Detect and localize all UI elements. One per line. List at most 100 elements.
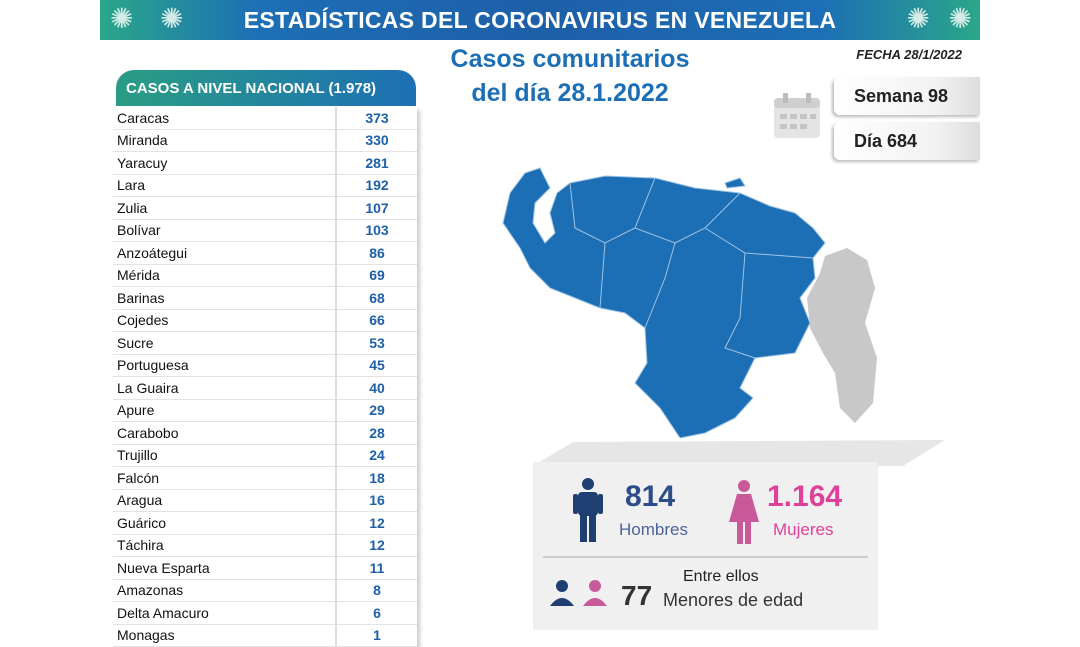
table-row: Anzoátegui 86 [113,241,417,265]
state-name: Monagas [113,624,337,647]
venezuela-map [502,167,877,439]
calendar-icon [774,93,820,138]
venezuela-states [502,167,826,439]
banner: ✺ ✺ ESTADÍSTICAS DEL CORONAVIRUS EN VENE… [100,0,980,40]
state-cases: 330 [336,129,417,152]
table-row: Aragua 16 [113,489,417,512]
state-name: Táchira [113,534,337,557]
state-cases: 40 [336,376,417,400]
state-name: Nueva Esparta [113,556,337,580]
state-name: Anzoátegui [113,241,337,265]
men-count: 814 [625,480,676,513]
subtitle-line1: Casos comunitarios [450,45,690,73]
esequibo-region [807,248,877,423]
table-row: Carabobo 28 [113,421,417,445]
state-name: Delta Amacuro [113,601,337,625]
state-name: Sucre [113,331,337,355]
table-row: Miranda 330 [113,129,417,152]
subtitle-line2: del día 28.1.2022 [471,79,669,107]
date-label: FECHA 28/1/2022 [856,47,962,62]
state-name: Zulia [113,196,337,220]
divider [543,556,868,558]
table-row: Zulia 107 [113,196,417,220]
state-cases: 281 [336,151,417,175]
state-name: Portuguesa [113,354,337,377]
table-row: Portuguesa 45 [113,354,417,377]
state-name: Guárico [113,511,337,535]
state-name: Apure [113,399,337,422]
state-cases: 53 [336,331,417,355]
state-name: Amazonas [113,579,337,602]
state-cases: 1 [336,624,417,647]
state-cases: 45 [336,354,417,377]
state-cases: 16 [336,489,417,512]
table-row: Sucre 53 [113,331,417,355]
minors-count: 77 [621,580,653,611]
week-badge: Semana 98 [834,77,980,115]
state-cases: 8 [336,579,417,602]
virus-icon: ✺ [160,3,184,34]
state-name: Yaracuy [113,151,337,175]
state-cases: 12 [336,511,417,535]
table-row: Amazonas 8 [113,579,417,602]
stats-panel: 814 Hombres 1.164 Mujeres Entre ellos 77… [533,462,878,630]
state-cases: 29 [336,399,417,422]
table-row: Falcón 18 [113,466,417,490]
day-badge: Día 684 [834,122,980,160]
table-row: Delta Amacuro 6 [113,601,417,625]
state-name: Lara [113,174,337,197]
cases-table: Caracas 373 Miranda 330 Yaracuy 281 Lara 192 Zul… [113,107,417,647]
minors-icon [550,580,607,606]
subtitle: Casos comunitarios del día 28.1.2022 [430,42,710,110]
table-row: Táchira 12 [113,534,417,557]
table-row: Guárico 12 [113,511,417,535]
state-cases: 86 [336,241,417,265]
state-name: Bolívar [113,219,337,242]
banner-title: ESTADÍSTICAS DEL CORONAVIRUS EN VENEZUEL… [243,6,837,33]
state-cases: 68 [336,286,417,310]
stats-top-shading [533,440,945,466]
virus-icon: ✺ [906,3,930,34]
state-cases: 103 [336,219,417,242]
state-cases: 18 [336,466,417,490]
state-name: Trujillo [113,444,337,467]
table-row: Lara 192 [113,174,417,197]
state-cases: 24 [336,444,417,467]
state-name: Mérida [113,264,337,287]
woman-icon [729,480,759,544]
minors-label: Menores de edad [663,590,804,610]
table-row: Apure 29 [113,399,417,422]
women-count: 1.164 [767,480,843,513]
between-label: Entre ellos [683,568,759,585]
table-row: Monagas 1 [113,624,417,647]
state-name: Aragua [113,489,337,512]
table-header: CASOS A NIVEL NACIONAL (1.978) [116,70,416,106]
state-name: Carabobo [113,421,337,445]
state-name: Barinas [113,286,337,310]
state-cases: 6 [336,601,417,625]
men-label: Hombres [619,520,688,539]
table-row: Cojedes 66 [113,309,417,332]
virus-icon: ✺ [110,3,134,34]
state-cases: 373 [336,107,417,130]
infographic: ✺ ✺ ESTADÍSTICAS DEL CORONAVIRUS EN VENE… [100,0,980,647]
state-cases: 11 [336,556,417,580]
state-cases: 192 [336,174,417,197]
state-cases: 28 [336,421,417,445]
state-name: Caracas [113,107,337,130]
table-row: Mérida 69 [113,264,417,287]
state-name: Cojedes [113,309,337,332]
state-cases: 69 [336,264,417,287]
state-name: Miranda [113,129,337,152]
table-row: Yaracuy 281 [113,151,417,175]
state-name: La Guaira [113,376,337,400]
table-row: Bolívar 103 [113,219,417,242]
state-cases: 66 [336,309,417,332]
table-row: Nueva Esparta 11 [113,556,417,580]
state-cases: 107 [336,196,417,220]
table-row: Barinas 68 [113,286,417,310]
table-row: Caracas 373 [113,107,417,130]
table-row: La Guaira 40 [113,376,417,400]
man-icon [573,478,603,542]
state-cases: 12 [336,534,417,557]
